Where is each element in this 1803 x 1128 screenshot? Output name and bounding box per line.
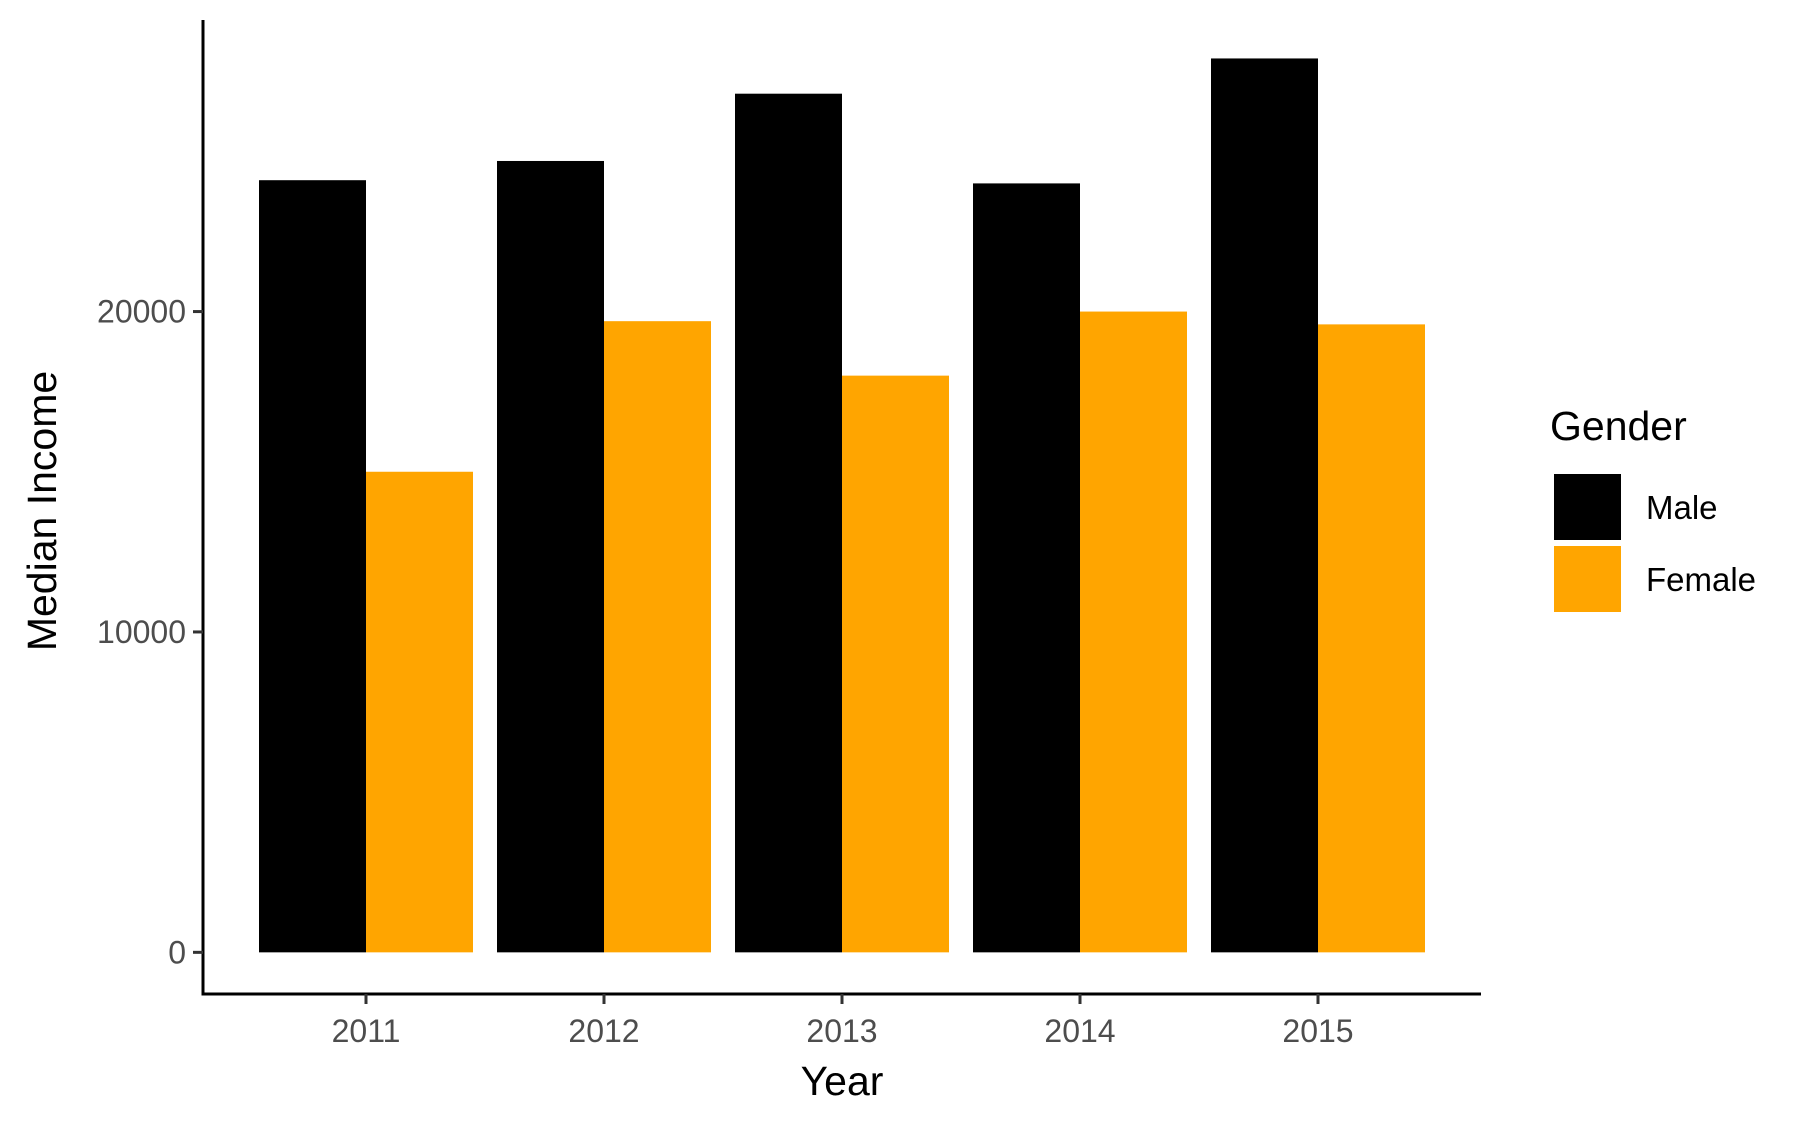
x-tick-label: 2014 <box>1044 1013 1115 1049</box>
x-tick-label: 2015 <box>1282 1013 1353 1049</box>
legend-items: Male Female <box>1554 474 1756 612</box>
bar-male-2013 <box>735 93 842 953</box>
bar-female-2015 <box>1318 324 1425 953</box>
x-axis-title: Year <box>801 1058 884 1104</box>
bar-male-2011 <box>259 180 366 953</box>
legend-title: Gender <box>1550 403 1687 449</box>
bar-female-2013 <box>842 375 949 953</box>
y-tick-label: 10000 <box>97 614 186 650</box>
bar-male-2014 <box>973 183 1080 953</box>
bars-layer <box>259 58 1425 953</box>
x-tick-label: 2011 <box>332 1013 401 1049</box>
bar-male-2015 <box>1211 58 1318 953</box>
bar-female-2012 <box>604 321 711 953</box>
x-axis-ticks: 2011 2012 2013 2014 2015 <box>332 994 1354 1049</box>
legend-key-male <box>1554 474 1621 540</box>
bar-male-2012 <box>497 160 604 953</box>
legend: Gender Male Female <box>1550 403 1756 612</box>
x-tick-label: 2012 <box>568 1013 639 1049</box>
y-axis-title: Median Income <box>19 371 65 651</box>
legend-label-female: Female <box>1646 561 1756 598</box>
bar-female-2011 <box>366 471 473 953</box>
legend-key-female <box>1554 546 1621 612</box>
legend-label-male: Male <box>1646 489 1718 526</box>
y-axis-ticks: 0 10000 20000 <box>97 294 203 970</box>
y-tick-label: 20000 <box>97 294 186 330</box>
x-tick-label: 2013 <box>806 1013 877 1049</box>
y-tick-label: 0 <box>168 934 186 970</box>
bar-female-2014 <box>1080 311 1187 953</box>
